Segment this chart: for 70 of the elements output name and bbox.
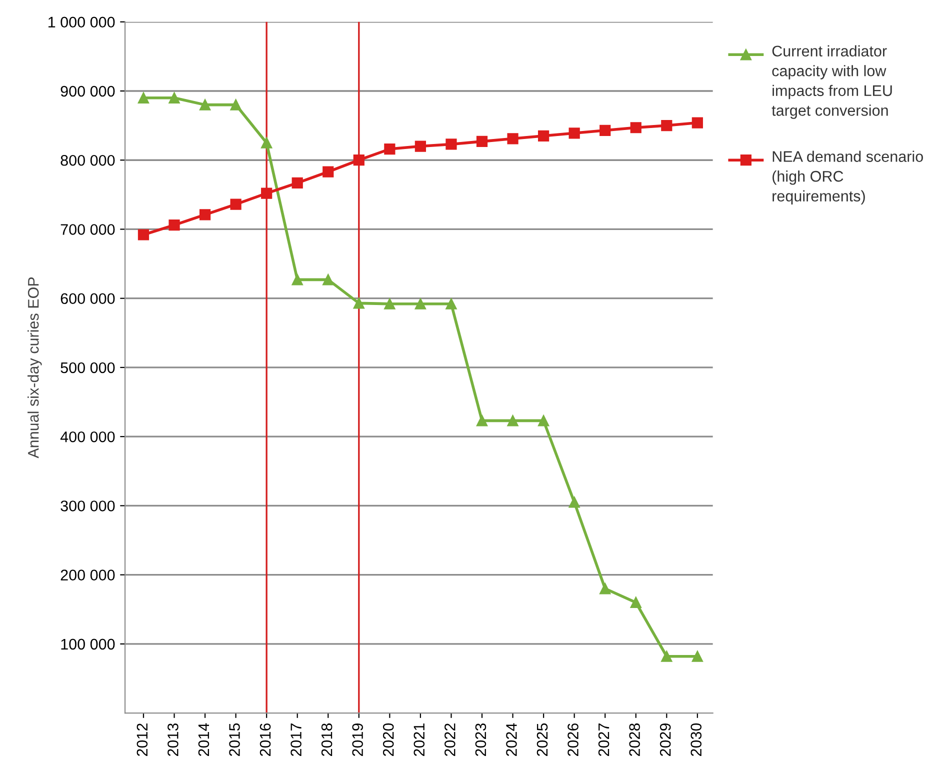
- point: [168, 92, 180, 104]
- point: [261, 137, 272, 148]
- x-tick-label: 2016: [260, 723, 271, 756]
- point: [230, 198, 242, 210]
- point: [446, 138, 457, 150]
- y-tick-label: 200 000: [60, 570, 115, 580]
- x-tick-label: 2017: [290, 724, 302, 756]
- point: [168, 220, 180, 231]
- point: [568, 128, 580, 139]
- point: [692, 650, 703, 662]
- point: [538, 415, 550, 426]
- point: [230, 99, 242, 110]
- point: [384, 298, 396, 310]
- point: [261, 188, 272, 199]
- point: [568, 496, 580, 508]
- point: [661, 650, 672, 662]
- legend-label: NEA demand scenario (high ORC requirements): [772, 150, 923, 205]
- point: [292, 177, 303, 188]
- point: [692, 117, 703, 128]
- y-axis-title: Annual six-day curies EOP: [28, 277, 42, 458]
- point: [322, 166, 334, 178]
- x-tick-label: 2021: [414, 724, 425, 756]
- x-tick-label: 2026: [568, 723, 578, 756]
- y-tick-label: 400 000: [60, 431, 115, 442]
- point: [138, 229, 150, 240]
- x-tick-label: 2030: [690, 723, 702, 756]
- point: [538, 130, 550, 142]
- y-tick-label: 700 000: [60, 224, 115, 235]
- y-tick-label: 600 000: [60, 293, 115, 304]
- point: [446, 298, 457, 310]
- x-tick-label: 2029: [660, 723, 671, 756]
- point: [600, 583, 611, 594]
- y-tick-label: 300 000: [60, 500, 115, 512]
- point: [353, 298, 364, 309]
- y-tick-label: 800 000: [60, 154, 115, 166]
- x-tick-label: 2012: [136, 724, 148, 756]
- point: [630, 596, 642, 608]
- point: [476, 136, 488, 147]
- point: [476, 415, 488, 426]
- point: [199, 209, 211, 220]
- point: [138, 92, 150, 104]
- x-tick-label: 2023: [475, 723, 486, 756]
- x-tick-label: 2019: [352, 723, 364, 756]
- point: [199, 99, 211, 110]
- point: [292, 274, 303, 286]
- y-tick-label: 100 000: [61, 638, 115, 650]
- point: [507, 415, 518, 426]
- y-tick-label: 900 000: [60, 86, 115, 97]
- x-tick-label: 2024: [506, 723, 517, 756]
- x-tick-label: 2027: [598, 724, 610, 756]
- point: [661, 120, 672, 132]
- point: [353, 154, 364, 166]
- x-tick-label: 2014: [198, 723, 210, 756]
- point: [630, 122, 642, 134]
- legend-label: Current irradiator capacity with low impacts from LEU target conversion: [772, 45, 892, 119]
- x-tick-label: 2013: [168, 723, 178, 756]
- x-tick-label: 2022: [444, 724, 456, 756]
- point: [322, 274, 334, 286]
- x-tick-label: 2020: [382, 723, 394, 756]
- x-tick-label: 2018: [321, 723, 332, 756]
- point: [384, 143, 396, 155]
- point: [507, 133, 518, 144]
- x-tick-label: 2025: [536, 723, 548, 756]
- x-tick-label: 2028: [629, 723, 640, 756]
- y-tick-label: 1 000 000: [48, 16, 115, 28]
- point: [414, 298, 426, 310]
- x-tick-label: 2015: [229, 723, 240, 756]
- point: [414, 140, 426, 152]
- y-tick-label: 500 000: [60, 362, 115, 374]
- point: [600, 124, 611, 136]
